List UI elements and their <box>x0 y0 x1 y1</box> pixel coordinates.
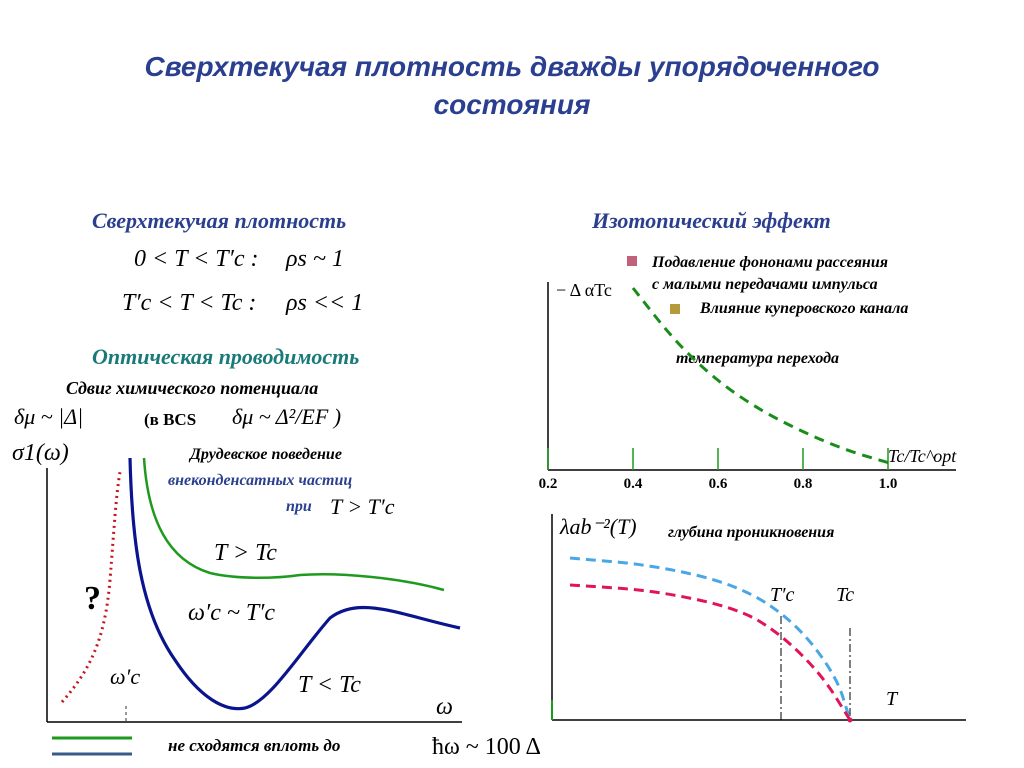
slide-title-line2: состояния <box>433 89 591 120</box>
penetration-y-axis-label: λab⁻²(T) <box>560 514 637 539</box>
penetration-x-axis-label: T <box>886 688 898 710</box>
bcs-label: (в BCS <box>144 410 197 429</box>
red-dotted-curve <box>60 471 122 703</box>
isotope-dashed-curve <box>631 287 889 465</box>
drude-line-1: Друдевское поведение <box>190 446 342 463</box>
equation-1-range: 0 < T < T′c : <box>134 246 259 272</box>
label-t-above-tc: T > Tc <box>214 540 277 566</box>
slide-title: Сверхтекучая плотность дважды упорядочен… <box>0 48 1024 124</box>
question-mark: ? <box>84 580 101 617</box>
penetration-title: глубина проникновения <box>668 524 835 541</box>
drude-condition: T > T′c <box>330 494 395 519</box>
isotope-x-tick-label: 1.0 <box>879 476 898 492</box>
isotope-heading: Изотопический эффект <box>592 208 831 233</box>
penetration-pink-curve <box>569 583 852 721</box>
tc-prime-label: T′c <box>770 584 795 606</box>
delta-mu-bcs-equation: δμ ~ Δ²/EF ) <box>232 404 342 429</box>
label-omega-c: ω′c ~ T′c <box>188 600 276 626</box>
legend-pink-square-icon <box>627 256 637 266</box>
transition-temperature-label: температура перехода <box>676 350 840 367</box>
footer-math: ħω ~ 100 Δ <box>432 734 541 760</box>
equation-1-value: ρs ~ 1 <box>286 246 344 272</box>
omega-axis-label: ω <box>436 694 453 720</box>
isotope-x-tick-label: 0.4 <box>624 476 643 492</box>
legend-1-line-2: с малыми передачами импульса <box>652 276 878 293</box>
tc-label: Tc <box>836 584 855 606</box>
green-curve-above-tc <box>142 457 445 592</box>
navy-curve-below-tc <box>128 457 461 711</box>
equation-2-range: T′c < T < Tc : <box>122 290 257 316</box>
drude-line-3: при <box>286 498 312 515</box>
equation-2-value: ρs << 1 <box>286 290 364 316</box>
isotope-x-axis-label: Tc/Tc^opt <box>888 446 957 466</box>
optical-conductivity-heading: Оптическая проводимость <box>92 344 360 369</box>
label-t-below-tc: T < Tc <box>298 672 361 698</box>
legend-2: Влияние куперовского канала <box>700 300 909 317</box>
legend-1-line-1: Подавление фононами рассеяния <box>652 254 888 271</box>
legend-olive-square-icon <box>670 304 680 314</box>
tc-endpoint-dot <box>847 717 853 723</box>
isotope-y-axis-label: − Δ αTc <box>556 280 612 300</box>
superfluid-heading: Сверхтекучая плотность <box>92 208 347 233</box>
chem-potential-shift: Сдвиг химического потенциала <box>66 378 319 398</box>
slide-title-line1: Сверхтекучая плотность дважды упорядочен… <box>144 51 880 82</box>
isotope-x-tick-label: 0.2 <box>539 476 558 492</box>
penetration-blue-curve <box>569 556 852 721</box>
isotope-x-tick-label: 0.8 <box>794 476 813 492</box>
isotope-x-tick-label: 0.6 <box>709 476 728 492</box>
delta-mu-equation: δμ ~ |Δ| <box>14 404 84 429</box>
sigma-axis-label: σ1(ω) <box>12 440 69 466</box>
drude-line-2: внеконденсатных частиц <box>168 472 353 489</box>
omega-c-axis-label: ω′c <box>110 664 141 689</box>
footer-text: не сходятся вплоть до <box>168 736 341 755</box>
